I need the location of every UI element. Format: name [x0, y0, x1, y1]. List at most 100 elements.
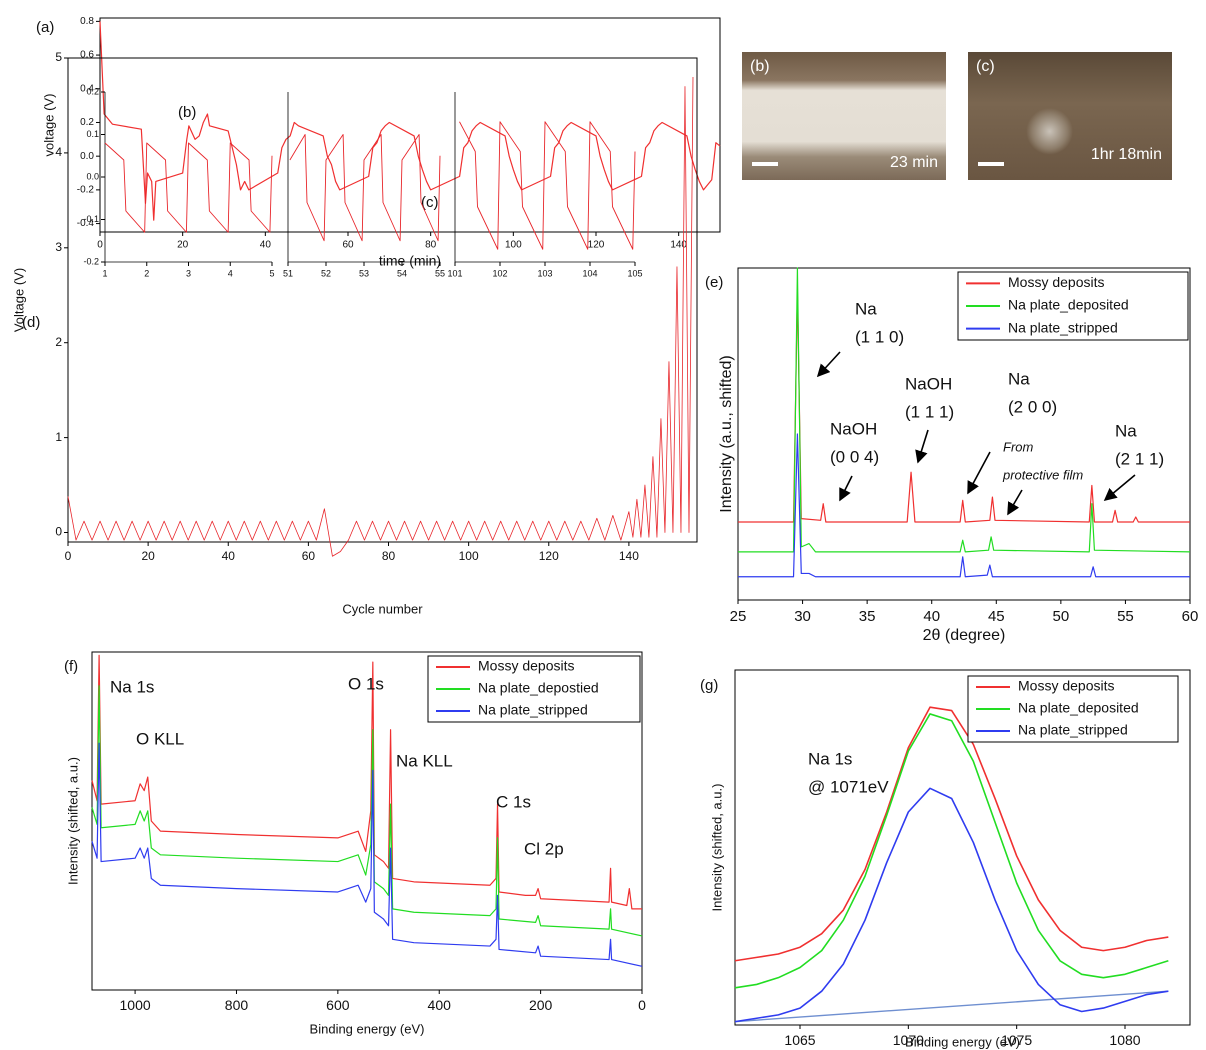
annotation: protective film	[1002, 467, 1083, 482]
panel-label: (d)	[22, 314, 40, 331]
data-line	[99, 21, 721, 221]
scale-bar	[752, 162, 778, 166]
x-tick-label: 20	[141, 549, 155, 563]
x-tick-label: 3	[186, 269, 191, 279]
x-tick-label: 52	[321, 269, 331, 279]
legend-label: Na plate_stripped	[478, 702, 588, 718]
panel-label: (a)	[36, 19, 54, 36]
photo-label: (b)	[750, 58, 770, 75]
annotation-arrow	[1103, 474, 1136, 502]
x-tick-label: 5	[269, 269, 274, 279]
x-tick-label: 1	[102, 269, 107, 279]
data-line	[289, 134, 441, 242]
x-tick-label: 40	[222, 549, 236, 563]
annotation: (0 0 4)	[830, 447, 879, 466]
plot-frame	[91, 651, 643, 991]
x-tick-label: 0	[97, 240, 103, 251]
annotation: NaOH	[830, 419, 877, 438]
x-tick-label: 54	[397, 269, 407, 279]
plot-frame	[734, 669, 1191, 1026]
panel-label: (e)	[705, 274, 723, 291]
x-tick-label: 20	[177, 240, 189, 251]
photo-label: (c)	[976, 58, 995, 75]
annotation: Cl 2p	[524, 839, 564, 858]
y-tick-label: 0.4	[80, 83, 94, 94]
x-tick-label: 35	[859, 608, 876, 625]
y-tick-label: 0.8	[80, 16, 94, 27]
legend-label: Na plate_stripped	[1008, 319, 1118, 335]
x-tick-label: 120	[588, 240, 605, 251]
annotation-arrow	[1007, 489, 1023, 516]
x-axis-label: Binding energy (eV)	[905, 1034, 1020, 1049]
photo-caption: 23 min	[889, 154, 938, 171]
y-tick-label: 5	[55, 50, 62, 64]
x-tick-label: 80	[382, 549, 396, 563]
panel-label: (f)	[64, 658, 78, 675]
y-tick-label: 0.2	[86, 86, 99, 96]
x-tick-label: 100	[505, 240, 522, 251]
x-tick-label: 800	[225, 997, 249, 1013]
data-line	[738, 267, 1191, 553]
y-tick-label: -0.2	[77, 185, 95, 196]
annotation: Na	[1115, 421, 1137, 440]
data-line	[738, 290, 1190, 523]
data-line	[734, 706, 1169, 962]
annotation: O 1s	[348, 674, 384, 693]
y-axis-label: Intensity (a.u., shifted)	[718, 355, 735, 512]
y-tick-label: 2	[55, 335, 62, 349]
legend-label: Na plate_depostied	[478, 680, 599, 696]
data-line	[91, 742, 643, 967]
x-tick-label: 0	[65, 549, 72, 563]
y-tick-label: 0.0	[86, 171, 99, 181]
annotation: O KLL	[136, 729, 184, 748]
x-tick-label: 25	[730, 608, 747, 625]
x-tick-label: 1075	[1001, 1032, 1032, 1048]
x-axis-label: Cycle number	[342, 601, 423, 616]
annotation: (1 1 0)	[855, 327, 904, 346]
annotation: (b)	[178, 104, 196, 121]
x-tick-label: 101	[447, 269, 462, 279]
panel-label: (g)	[700, 677, 718, 694]
x-tick-label: 200	[529, 997, 553, 1013]
x-tick-label: 60	[1182, 608, 1199, 625]
y-tick-label: -0.4	[77, 218, 95, 229]
annotation: Na 1s	[808, 749, 852, 768]
y-axis-label: voltage (V)	[41, 94, 56, 157]
x-tick-label: 0	[638, 997, 646, 1013]
y-axis-label: Intensity (shifted, a.u.)	[709, 784, 724, 912]
plot-frame	[737, 267, 1191, 601]
x-tick-label: 53	[359, 269, 369, 279]
annotation: (1 1 1)	[905, 402, 954, 421]
photo-caption: 1hr 18min	[1090, 146, 1162, 163]
annotation: Na	[1008, 369, 1030, 388]
data-line	[738, 433, 1190, 578]
y-tick-label: 3	[55, 240, 62, 254]
photo-c: (c) 1hr 18min	[968, 52, 1172, 180]
x-tick-label: 80	[425, 240, 437, 251]
data-line	[91, 654, 642, 910]
annotation: (2 1 1)	[1115, 449, 1164, 468]
x-tick-label: 600	[326, 997, 350, 1013]
x-tick-label: 1080	[1109, 1032, 1140, 1048]
plot-frame	[99, 17, 721, 233]
x-tick-label: 55	[1117, 608, 1134, 625]
legend-label: Mossy deposits	[1008, 274, 1104, 290]
x-tick-label: 104	[582, 269, 597, 279]
y-tick-label: -0.2	[83, 256, 99, 266]
x-tick-label: 2	[144, 269, 149, 279]
x-tick-label: 140	[670, 240, 687, 251]
x-tick-label: 105	[627, 269, 642, 279]
annotation: C 1s	[496, 792, 531, 811]
x-tick-label: 100	[459, 549, 479, 563]
y-tick-label: 4	[55, 145, 62, 159]
x-tick-label: 400	[428, 997, 452, 1013]
legend-label: Na plate_deposited	[1018, 700, 1139, 716]
x-axis-label: Binding energy (eV)	[310, 1021, 425, 1036]
annotation: From	[1003, 439, 1034, 454]
x-tick-label: 45	[988, 608, 1005, 625]
legend-label: Na plate_deposited	[1008, 297, 1129, 313]
x-tick-label: 40	[923, 608, 940, 625]
annotation: Na 1s	[110, 677, 154, 696]
